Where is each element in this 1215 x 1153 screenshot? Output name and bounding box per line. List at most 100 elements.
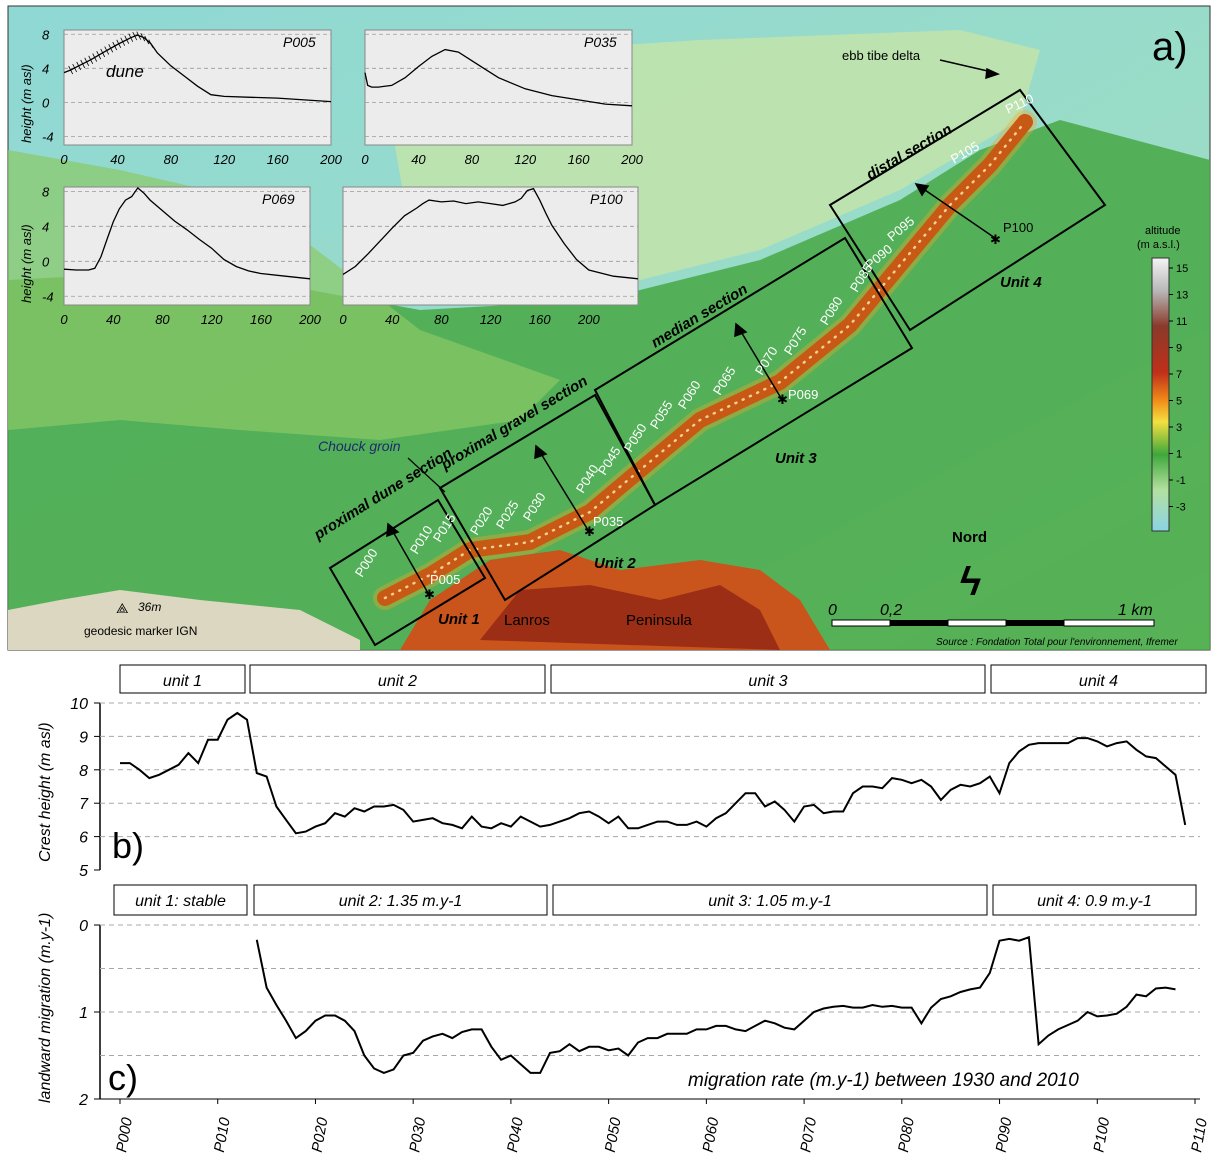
ytick-label-c: 0 — [79, 918, 88, 935]
inset-xtick-label: 200 — [319, 152, 342, 167]
profile-label-p069: P069 — [788, 387, 818, 402]
dune-hatch-mark — [120, 37, 126, 46]
ebb-delta-label: ebb tibe delta — [842, 48, 921, 63]
ytick-label-b: 8 — [79, 763, 88, 780]
map-panel: distal section median section proximal g… — [7, 5, 1211, 651]
geodesic-triangle-icon: ⟁ — [116, 600, 129, 616]
dune-hatch-mark — [140, 32, 146, 42]
spit-crest-core — [383, 120, 1027, 600]
crest-height-panel: unit 1 unit 2 unit 3 unit 4 5 6 7 8 9 10 Crest hei… — [37, 664, 1207, 880]
unit-box-label-c: unit 1: stable — [135, 893, 226, 910]
inset-annotation: dune — [106, 62, 144, 81]
geodesic-height-label: 36m — [138, 600, 161, 614]
north-label: Nord — [952, 529, 987, 546]
peninsula-core — [480, 585, 780, 650]
dune-hatch-mark — [80, 59, 86, 69]
inset-xtick-label: 120 — [514, 152, 536, 167]
profile-arrows — [386, 59, 1001, 594]
legend-tick-label: 7 — [1176, 369, 1182, 381]
inset-ytick-label: 8 — [42, 27, 50, 42]
unit-box-label-c: unit 4: 0.9 m.y-1 — [1037, 893, 1152, 910]
xtick-label-c: P070 — [797, 1116, 820, 1153]
inset-xtick-label: 0 — [361, 152, 369, 167]
inset-xtick-label: 80 — [164, 152, 179, 167]
map-unit-2: Unit 2 — [594, 555, 636, 572]
legend-tick-label: 5 — [1176, 396, 1182, 408]
map-panel-label: a) — [1152, 25, 1188, 69]
inset-xtick-label: 160 — [267, 152, 289, 167]
inset-title-P100: P100 — [590, 191, 623, 207]
ytick-label-b: 7 — [79, 796, 89, 813]
xtick-label-c: P020 — [309, 1116, 332, 1153]
marker-star-p069: ✱ — [777, 392, 788, 407]
dune-hatch-mark — [132, 31, 138, 41]
dune-hatch-mark — [124, 35, 130, 44]
unit-box-c — [253, 884, 548, 916]
legend-title-line2: (m a.s.l.) — [1137, 239, 1180, 251]
dune-hatch-mark — [88, 55, 94, 64]
inset-xtick-label: 0 — [339, 312, 347, 327]
profile-label-p100: P100 — [1003, 220, 1033, 235]
migration-rate-line — [255, 935, 1176, 1074]
ylabel-c: landward migration (m.y-1) — [37, 913, 54, 1103]
dune-hatch-mark — [108, 44, 114, 53]
inset-xtick-label: 200 — [577, 312, 600, 327]
inset-xtick-label: 120 — [201, 312, 223, 327]
unit-box-c — [552, 884, 988, 916]
profile-label-p005: P005 — [430, 572, 460, 587]
unit-box-label-b: unit 3 — [748, 673, 787, 690]
geodesic-marker-label: geodesic marker IGN — [84, 624, 197, 638]
unit-box-label-b: unit 2 — [378, 673, 417, 690]
dune-hatch-mark — [144, 35, 150, 45]
dune-hatch-mark — [116, 39, 122, 48]
dune-hatch-mark — [68, 65, 74, 75]
xtick-label-c: P090 — [993, 1116, 1016, 1153]
inset-xtick-label: 40 — [110, 152, 125, 167]
legend-title-line1: altitude — [1145, 225, 1180, 237]
inset-ylabel: height (m asl) — [19, 64, 34, 143]
inset-xtick-label: 120 — [213, 152, 235, 167]
inset-title-P035: P035 — [584, 34, 617, 50]
xtick-label-c: P030 — [406, 1116, 429, 1153]
panel-label-c: c) — [108, 1057, 138, 1098]
ytick-label-b: 6 — [79, 830, 88, 847]
dune-hatch-mark — [148, 39, 154, 48]
unit-box-b — [550, 664, 986, 694]
inset-xtick-label: 40 — [106, 312, 121, 327]
north-arrow-icon: ϟ — [960, 560, 981, 604]
inset-ytick-label: 4 — [42, 61, 49, 76]
scale-tick-1km: 1 km — [1118, 602, 1153, 619]
inset-xtick-label: 120 — [480, 312, 502, 327]
inset-xtick-label: 0 — [60, 152, 68, 167]
unit-box-label-c: unit 2: 1.35 m.y-1 — [339, 893, 463, 910]
legend-tick-label: 3 — [1176, 422, 1182, 434]
scale-bar — [831, 619, 1155, 627]
inset-profile-line-P035 — [364, 48, 633, 107]
inset-xtick-label: 160 — [250, 312, 272, 327]
inset-xtick-label: 200 — [298, 312, 321, 327]
box-unit-1 — [328, 498, 487, 647]
inset-ylabel: height (m asl) — [19, 224, 34, 303]
map-unit-1: Unit 1 — [438, 611, 480, 628]
migration-annotation: migration rate (m.y-1) between 1930 and … — [688, 1070, 1079, 1091]
map-unit-4: Unit 4 — [1000, 274, 1042, 291]
xtick-label-c: P040 — [504, 1116, 527, 1153]
ytick-label-c: 2 — [78, 1092, 88, 1109]
section-boxes — [328, 88, 1107, 647]
map-source: Source : Fondation Total pour l'environn… — [936, 637, 1178, 648]
box-unit-4 — [828, 88, 1107, 332]
unit-box-label-c: unit 3: 1.05 m.y-1 — [708, 893, 832, 910]
ytick-label-b: 9 — [79, 729, 88, 746]
dune-hatch-mark — [72, 63, 78, 73]
migration-panel: unit 1: stable unit 2: 1.35 m.y-1 unit 3: … — [37, 884, 1211, 1153]
xtick-label-c: P110 — [1188, 1117, 1211, 1153]
inset-ytick-label: -4 — [42, 289, 54, 304]
dune-hatch-mark — [76, 61, 82, 71]
panel-label-b: b) — [112, 825, 144, 866]
inset-profile-line-P005 — [63, 34, 332, 103]
profile-label-p035: P035 — [593, 514, 623, 529]
xtick-label-c: P050 — [602, 1116, 625, 1153]
peninsula-label: Peninsula — [626, 612, 693, 629]
